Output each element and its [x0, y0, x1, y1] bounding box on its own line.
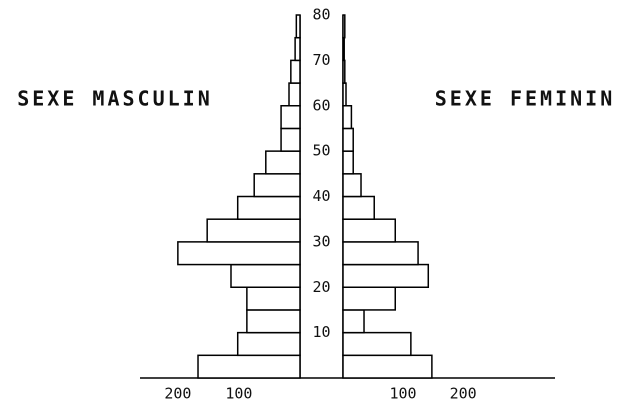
- bar: [342, 127, 354, 152]
- y-tick-label: 10: [312, 323, 330, 341]
- x-tick-label: 100: [225, 385, 252, 403]
- y-tick-label: 50: [312, 142, 330, 160]
- bar: [206, 218, 301, 243]
- bar: [342, 354, 433, 379]
- bar: [342, 263, 430, 288]
- y-tick-label: 30: [312, 232, 330, 250]
- bar: [342, 286, 396, 311]
- bar: [342, 150, 354, 175]
- bar: [294, 36, 301, 62]
- bar: [342, 82, 347, 107]
- bar: [265, 150, 301, 175]
- bar: [177, 241, 301, 266]
- bar: [342, 309, 365, 334]
- legend-label: SEXE FEMININ: [435, 87, 616, 111]
- bar: [253, 173, 301, 198]
- x-tick-label: 100: [390, 385, 417, 403]
- legend-label: SEXE MASCULIN: [17, 87, 213, 111]
- bar: [342, 173, 362, 198]
- bar: [288, 82, 301, 107]
- bar: [342, 105, 353, 130]
- bar: [342, 241, 419, 266]
- bar: [236, 195, 301, 220]
- y-tick-label: 40: [312, 187, 330, 205]
- y-tick-label: 60: [312, 96, 330, 114]
- bar: [230, 263, 301, 288]
- bar: [342, 195, 375, 220]
- bar: [342, 218, 396, 243]
- bar: [342, 331, 412, 357]
- bar: [280, 127, 301, 152]
- bar: [342, 36, 345, 62]
- y-tick-label: 80: [312, 6, 330, 24]
- bar: [290, 59, 301, 84]
- y-tick-label: 70: [312, 51, 330, 69]
- x-tick-label: 200: [164, 385, 191, 403]
- bar: [246, 286, 301, 311]
- bar: [236, 331, 301, 357]
- bar: [342, 59, 346, 84]
- bar: [197, 354, 301, 379]
- y-tick-label: 20: [312, 278, 330, 296]
- x-tick-label: 200: [450, 385, 477, 403]
- bar: [342, 14, 346, 39]
- bar: [295, 14, 301, 39]
- bar: [280, 105, 301, 130]
- bar: [246, 309, 301, 334]
